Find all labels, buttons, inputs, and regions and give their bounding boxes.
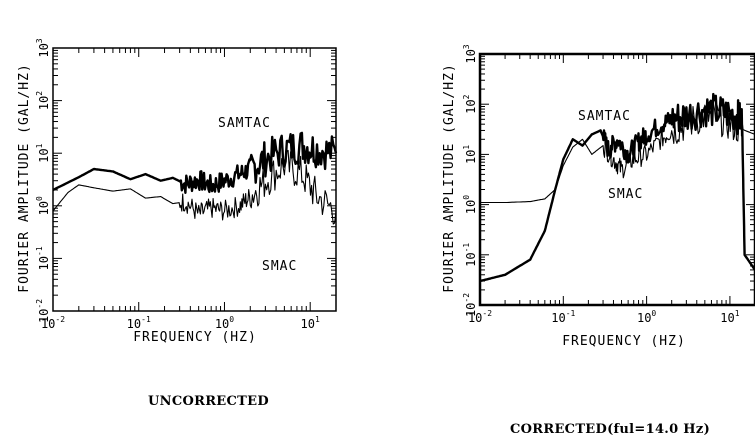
x-tick-label: 100: [215, 315, 234, 331]
x-tick-label: 101: [301, 315, 320, 331]
x-tick-label: 101: [720, 309, 739, 325]
plot-frame: [52, 47, 337, 312]
y-tick-label: 100: [462, 195, 478, 214]
x-tick-label: 10-1: [551, 309, 575, 325]
y-tick-label: 10-2: [35, 299, 51, 323]
y-tick-label: 10-1: [35, 246, 51, 270]
caption-uncorrected: UNCORRECTED: [148, 394, 269, 409]
y-tick-label: 102: [462, 94, 478, 113]
x-tick-label: 10-2: [41, 315, 65, 331]
x-tick-label: 10-1: [127, 315, 151, 331]
y-tick-label: 103: [462, 44, 478, 63]
series-line-smac: [480, 101, 755, 204]
y-tick-label: 101: [35, 143, 51, 162]
chart-uncorrected: 10-2 10-1 100 101 10-2 10-1 100 101 102 103 FREQUE…: [17, 38, 338, 345]
y-tick-label: 102: [35, 91, 51, 110]
y-axis-label: FOURIER AMPLITUDE (GAL/HZ): [442, 63, 457, 293]
plot-frame: [478, 52, 755, 307]
y-tick-label: 103: [35, 38, 51, 57]
y-tick-label: 10-2: [462, 293, 478, 317]
caption-corrected: CORRECTED(ful=14.0 Hz): [510, 422, 711, 437]
series-label-samtac: SAMTAC: [578, 109, 631, 124]
y-tick-label: 100: [35, 196, 51, 215]
series-label-samtac: SAMTAC: [218, 116, 271, 131]
x-axis-label: FREQUENCY (HZ): [133, 330, 257, 345]
x-tick-label: 100: [637, 309, 656, 325]
series-label-smac: SMAC: [262, 259, 297, 274]
y-axis-label: FOURIER AMPLITUDE (GAL/HZ): [17, 63, 32, 293]
x-tick-label: 10-2: [468, 309, 492, 325]
series-line-samtac: [52, 131, 338, 195]
series-line-smac: [52, 149, 337, 225]
y-tick-label: 101: [462, 145, 478, 164]
series-label-smac: SMAC: [608, 187, 643, 202]
chart-corrected: 10-2 10-1 100 101 10-2 10-1 100 101 102 103 FREQUE…: [442, 44, 755, 349]
x-axis-label: FREQUENCY (HZ): [562, 334, 686, 349]
y-tick-label: 10-1: [462, 243, 478, 267]
